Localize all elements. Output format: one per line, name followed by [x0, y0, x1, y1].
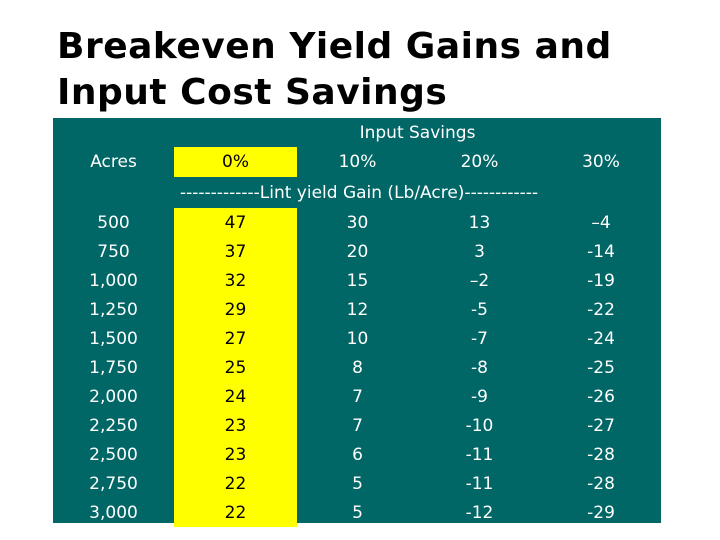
column-header-10pct: 10% [338, 152, 377, 172]
table-row: 2,500 23 6 -11 -28 [53, 440, 661, 469]
table-row: 2,750 22 5 -11 -28 [53, 469, 661, 498]
yield-gain-cell: 5 [352, 502, 363, 523]
yield-gain-cell: 7 [352, 415, 363, 436]
yield-gain-cell: -7 [471, 328, 488, 349]
yield-gain-cell: 22 [174, 469, 297, 498]
yield-gain-cell: –4 [591, 212, 611, 233]
table-row: 500 47 30 13 –4 [53, 208, 661, 237]
yield-gain-cell: 3 [474, 241, 485, 262]
acres-cell: 1,250 [89, 299, 138, 320]
yield-gain-cell: 10 [346, 328, 369, 349]
yield-gain-cell: 24 [174, 382, 297, 411]
yield-gain-cell: -9 [471, 386, 488, 407]
column-header-0pct: 0% [174, 147, 297, 177]
yield-gain-cell: 47 [174, 208, 297, 237]
acres-header: Acres [90, 152, 137, 172]
lint-yield-gain-label: -------------Lint yield Gain (Lb/Acre)--… [180, 182, 539, 203]
yield-gain-cell: 12 [346, 299, 369, 320]
yield-gain-cell: 5 [352, 473, 363, 494]
acres-cell: 500 [97, 212, 130, 233]
column-header-30pct: 30% [582, 152, 620, 172]
acres-cell: 3,000 [89, 502, 138, 523]
yield-gain-cell: -8 [471, 357, 488, 378]
acres-cell: 1,500 [89, 328, 138, 349]
yield-gain-cell: 32 [174, 266, 297, 295]
yield-gain-cell: –2 [469, 270, 490, 291]
yield-gain-cell: 20 [346, 241, 369, 262]
acres-cell: 750 [97, 241, 130, 262]
yield-gain-cell: -11 [465, 444, 494, 465]
yield-gain-cell: 7 [352, 386, 363, 407]
empty-corner-cell [53, 118, 174, 147]
acres-cell: 2,000 [89, 386, 138, 407]
yield-gain-cell: 22 [174, 498, 297, 527]
yield-gain-cell: -26 [587, 386, 615, 407]
breakeven-table-container: Input Savings Acres 0% 10% 20% 30% -----… [53, 118, 661, 527]
title-line-1: Breakeven Yield Gains and [57, 26, 612, 67]
table-row: 750 37 20 3 -14 [53, 237, 661, 266]
page-title: Breakeven Yield Gains and Input Cost Sav… [57, 24, 612, 116]
yield-gain-cell: 8 [352, 357, 363, 378]
acres-cell: 2,750 [89, 473, 138, 494]
yield-gain-cell: -5 [471, 299, 488, 320]
title-line-2: Input Cost Savings [57, 72, 448, 113]
yield-gain-cell: 29 [174, 295, 297, 324]
table-row: 1,000 32 15 –2 -19 [53, 266, 661, 295]
acres-cell: 1,000 [89, 270, 138, 291]
acres-cell: 2,500 [89, 444, 138, 465]
yield-gain-cell: 13 [468, 212, 491, 233]
acres-cell: 2,250 [89, 415, 138, 436]
yield-gain-cell: -10 [465, 415, 494, 436]
yield-gain-cell: -28 [587, 444, 615, 465]
yield-gain-cell: -28 [587, 473, 615, 494]
group-header-row: Input Savings [53, 118, 661, 147]
table-row: 1,750 25 8 -8 -25 [53, 353, 661, 382]
yield-gain-cell: 23 [174, 411, 297, 440]
yield-gain-cell: 6 [352, 444, 363, 465]
yield-gain-cell: 23 [174, 440, 297, 469]
yield-gain-cell: -22 [587, 299, 615, 320]
yield-gain-cell: -25 [587, 357, 615, 378]
yield-gain-cell: 30 [346, 212, 369, 233]
yield-gain-cell: 15 [346, 270, 369, 291]
yield-gain-cell: 27 [174, 324, 297, 353]
table-row: 1,250 29 12 -5 -22 [53, 295, 661, 324]
acres-cell: 1,750 [89, 357, 138, 378]
yield-gain-cell: -19 [587, 270, 615, 291]
column-header-20pct: 20% [460, 152, 499, 172]
input-savings-header: Input Savings [359, 122, 476, 143]
yield-gain-cell: -27 [587, 415, 615, 436]
table-row: 3,000 22 5 -12 -29 [53, 498, 661, 527]
yield-gain-cell: 37 [174, 237, 297, 266]
unit-row: -------------Lint yield Gain (Lb/Acre)--… [53, 177, 661, 208]
table-row: 2,000 24 7 -9 -26 [53, 382, 661, 411]
yield-gain-cell: -24 [587, 328, 615, 349]
yield-gain-cell: -12 [465, 502, 494, 523]
table-row: 1,500 27 10 -7 -24 [53, 324, 661, 353]
yield-gain-cell: -29 [587, 502, 615, 523]
yield-gain-cell: -14 [587, 241, 615, 262]
yield-gain-cell: -11 [465, 473, 494, 494]
table-row: 2,250 23 7 -10 -27 [53, 411, 661, 440]
yield-gain-cell: 25 [174, 353, 297, 382]
breakeven-table: Input Savings Acres 0% 10% 20% 30% -----… [53, 118, 661, 527]
unit-row-spacer [53, 177, 174, 208]
column-header-row: Acres 0% 10% 20% 30% [53, 147, 661, 177]
